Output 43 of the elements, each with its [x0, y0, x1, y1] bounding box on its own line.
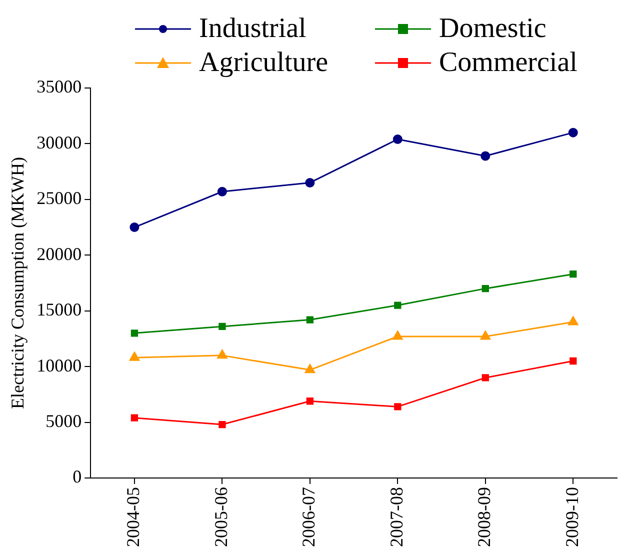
point [392, 330, 403, 340]
legend-label: Domestic [439, 12, 546, 46]
point [392, 134, 402, 144]
x-tick-label: 2008-09 [474, 487, 494, 548]
point [306, 398, 314, 405]
point [305, 178, 315, 188]
point [304, 364, 316, 374]
y-axis-title: Electricity Consumption (MKWH) [8, 157, 28, 409]
legend-label: Agriculture [199, 46, 328, 80]
point [568, 316, 578, 326]
point [480, 151, 490, 161]
x-tick-label: 2007-08 [386, 487, 406, 548]
point [570, 270, 577, 278]
y-tick-label: 30000 [36, 132, 82, 152]
y-tick-label: 5000 [46, 411, 82, 432]
legend-label: Commercial [439, 46, 578, 80]
point [130, 414, 138, 422]
point [570, 357, 577, 365]
point [130, 222, 140, 232]
point [130, 330, 138, 337]
y-tick-label: 35000 [36, 76, 82, 97]
point [394, 403, 402, 410]
y-tick-label: 10000 [36, 355, 82, 376]
point [129, 352, 140, 361]
x-tick-label: 2006-07 [298, 487, 319, 548]
point [218, 420, 226, 428]
y-tick-label: 25000 [36, 188, 82, 208]
point [306, 316, 314, 324]
point [482, 284, 489, 292]
point [394, 302, 402, 309]
y-tick-label: 15000 [36, 300, 82, 320]
point [480, 330, 490, 340]
point [218, 322, 226, 330]
point [217, 350, 228, 359]
x-tick-label: 2009-10 [562, 487, 582, 548]
y-tick-label: 0 [72, 466, 82, 487]
point [482, 374, 489, 382]
point [568, 128, 578, 138]
y-tick-label: 20000 [36, 244, 82, 264]
x-tick-label: 2005-06 [210, 487, 231, 548]
x-tick-label: 2004-05 [123, 487, 144, 548]
point [217, 186, 227, 196]
legend-label: Industrial [199, 12, 306, 46]
